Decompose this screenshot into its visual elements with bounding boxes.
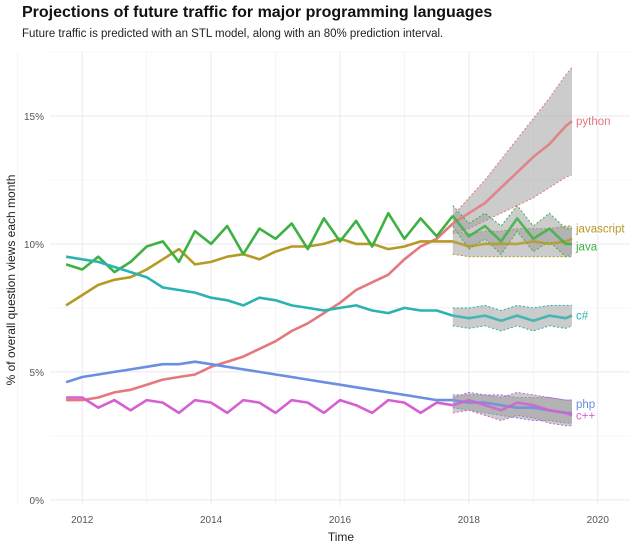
forecast-line-java [451, 214, 572, 246]
upper-bound-cpp [452, 391, 572, 401]
series-label-java: java [575, 242, 598, 254]
x-tick-label: 2016 [329, 515, 352, 526]
observed-line-cpp [66, 396, 454, 415]
upper-bound-csharp [452, 304, 572, 312]
y-axis-label: % of overall question views each month [4, 175, 18, 386]
lower-bound-cpp [452, 409, 572, 427]
x-tick-label: 2012 [71, 515, 94, 526]
chart-title: Projections of future traffic for major … [22, 4, 493, 21]
upper-bound-python [452, 67, 573, 217]
lower-bound-java [452, 225, 572, 258]
lower-bound-python [452, 174, 573, 235]
series-lines [65, 120, 573, 417]
observed-line-csharp [65, 255, 454, 317]
y-tick-label: 0% [30, 496, 45, 507]
lower-bound-csharp [452, 325, 573, 332]
x-tick-label: 2020 [587, 515, 610, 526]
y-tick-label: 15% [24, 112, 44, 123]
series-label-python: python [576, 116, 611, 128]
observed-line-php [65, 360, 453, 402]
y-tick-label: 5% [30, 368, 45, 379]
axes: Time % of overall question views each mo… [4, 112, 609, 544]
forecast-line-csharp [452, 314, 573, 323]
chart-subtitle: Future traffic is predicted with an STL … [22, 28, 444, 40]
series-label-csharp: c# [576, 311, 589, 323]
forecast-line-python [452, 120, 573, 225]
x-tick-label: 2018 [458, 515, 481, 526]
lower-bound-javascript [452, 253, 573, 258]
observed-line-python [66, 222, 454, 402]
observed-line-java [65, 211, 454, 274]
prediction-band-cpp [452, 392, 572, 426]
forecast-line-cpp [452, 398, 573, 417]
series-label-javascript: javascript [575, 224, 625, 236]
x-axis-label: Time [328, 530, 355, 544]
observed-line-javascript [65, 237, 453, 307]
x-tick-label: 2014 [200, 515, 223, 526]
prediction-band-python [452, 67, 572, 234]
series-label-cpp: c++ [576, 410, 595, 422]
forecast-line-javascript [452, 237, 573, 248]
y-tick-label: 10% [24, 240, 44, 251]
upper-bound-java [452, 204, 572, 230]
series-label-php: php [576, 399, 595, 411]
